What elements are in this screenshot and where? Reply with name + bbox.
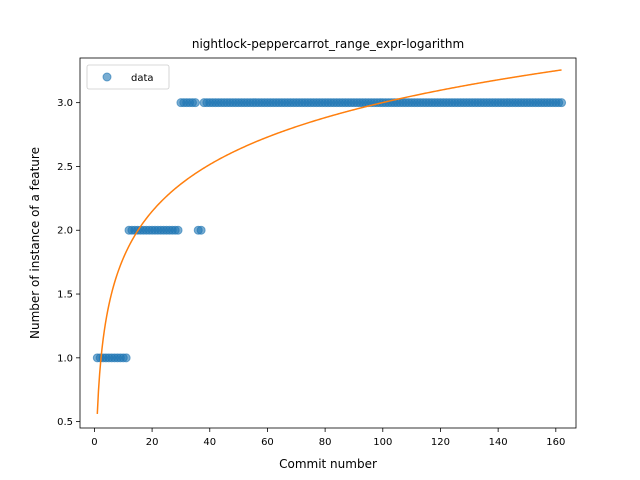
x-tick-label: 80 [319,437,332,448]
x-axis-ticks: 0 20 40 60 80 100 120 140 160 [91,428,565,448]
y-axis-ticks: 0.5 1.0 1.5 2.0 2.5 3.0 [57,98,80,428]
x-tick-label: 40 [203,437,216,448]
legend: data [86,64,170,90]
y-tick-label: 0.5 [57,417,73,428]
legend-label-data: data [131,73,154,84]
x-tick-label: 160 [546,437,565,448]
y-tick-label: 3.0 [57,98,73,109]
y-tick-label: 1.5 [57,290,73,301]
legend-box [86,64,170,90]
x-tick-label: 140 [489,437,508,448]
x-tick-label: 0 [91,437,97,448]
legend-marker-data [102,72,112,82]
x-tick-label: 100 [373,437,392,448]
data-point [196,225,206,235]
y-tick-label: 2.0 [57,226,73,237]
fit-line [96,69,562,415]
chart-title: nightlock-peppercarrot_range_expr-logari… [192,37,464,51]
y-tick-label: 2.5 [57,162,73,173]
x-axis-label: Commit number [279,457,377,471]
plot-marks [92,69,567,415]
data-point [557,98,567,108]
data-point [190,98,200,108]
x-tick-label: 60 [261,437,274,448]
data-point [121,353,131,363]
y-tick-label: 1.0 [57,353,73,364]
x-tick-label: 20 [146,437,159,448]
x-tick-label: 120 [431,437,450,448]
data-point [173,225,183,235]
plot-frame [79,57,577,429]
y-axis-label: Number of instance of a feature [28,147,42,339]
